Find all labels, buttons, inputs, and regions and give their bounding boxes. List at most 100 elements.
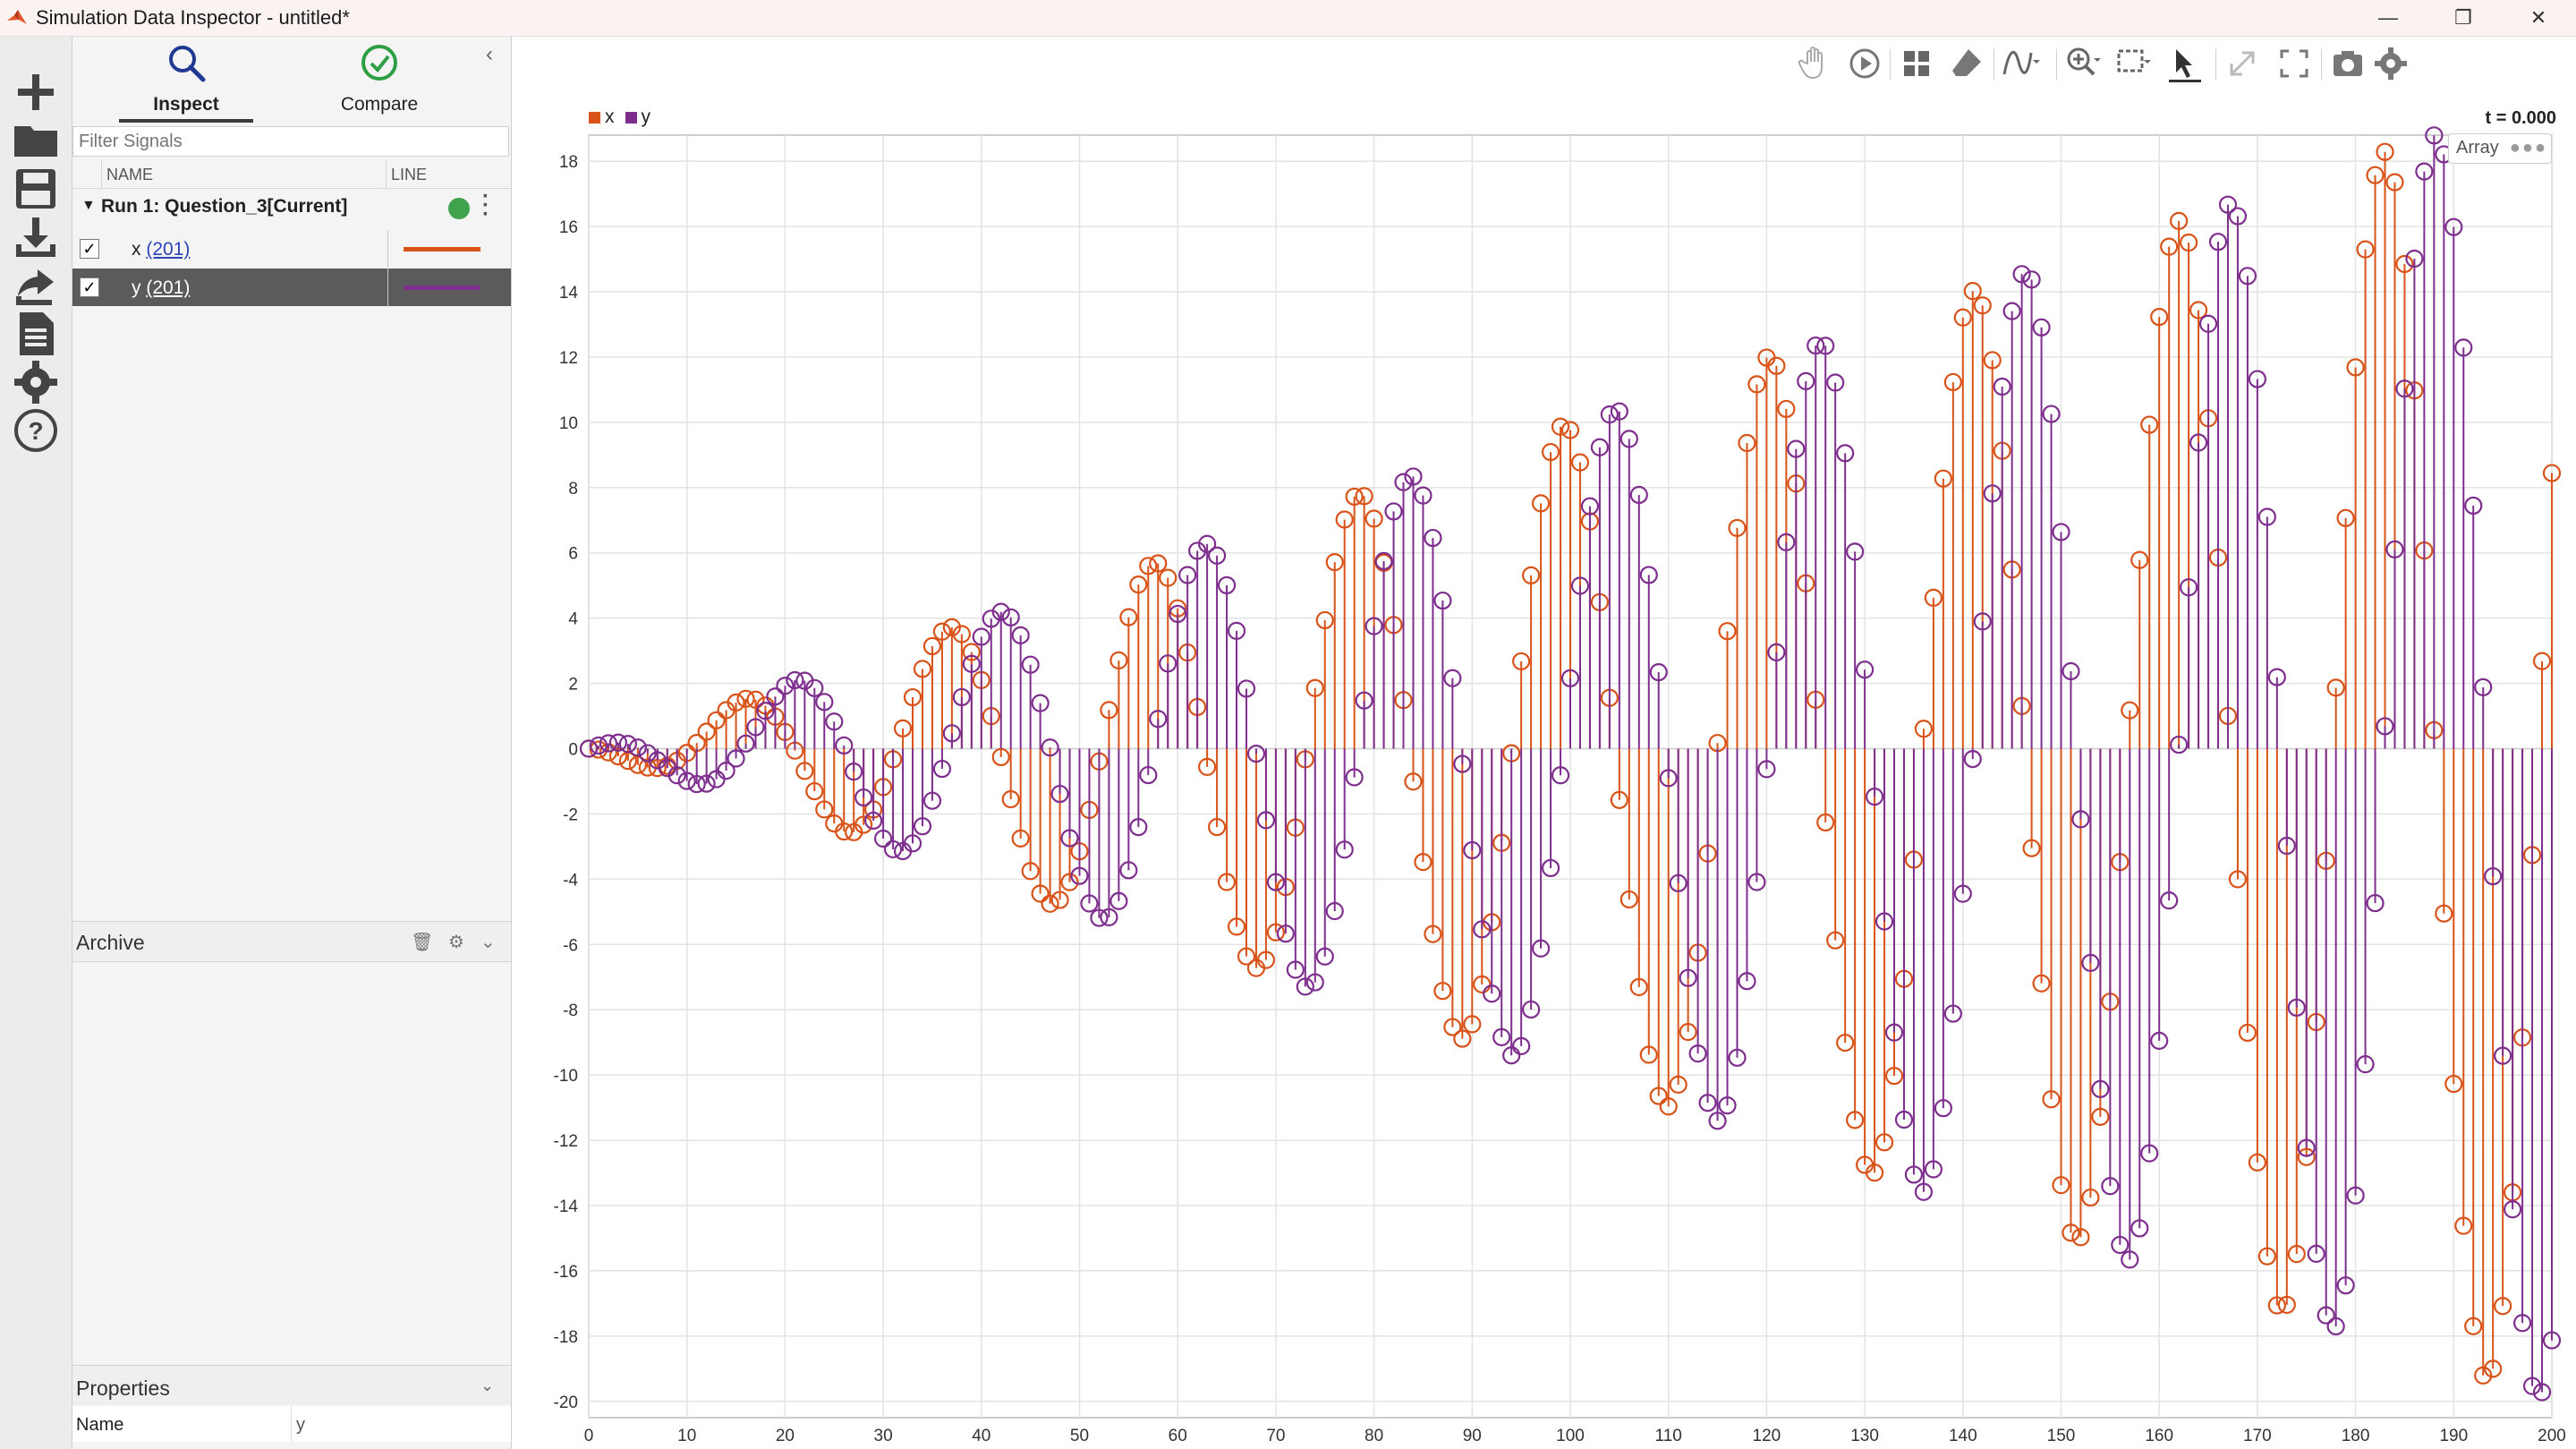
stem-marker-y[interactable] bbox=[1747, 873, 1766, 891]
stem-marker-x[interactable] bbox=[2454, 1216, 2473, 1235]
stem-marker-x[interactable] bbox=[2062, 1223, 2080, 1242]
stem-marker-y[interactable] bbox=[845, 763, 863, 781]
stem-marker-y[interactable] bbox=[2425, 126, 2444, 145]
stem-marker-y[interactable] bbox=[1296, 977, 1314, 996]
stem-marker-y[interactable] bbox=[1384, 502, 1403, 521]
column-header-name[interactable]: NAME bbox=[106, 166, 154, 183]
stem-marker-y[interactable] bbox=[952, 687, 971, 707]
stem-marker-y[interactable] bbox=[746, 718, 765, 737]
stem-marker-y[interactable] bbox=[2071, 810, 2090, 829]
stem-marker-y[interactable] bbox=[1443, 669, 1462, 687]
stem-marker-y[interactable] bbox=[2180, 578, 2198, 597]
chevron-down-icon[interactable]: ⌄ bbox=[480, 1377, 495, 1394]
stem-marker-y[interactable] bbox=[2160, 891, 2179, 910]
stem-marker-y[interactable] bbox=[1600, 405, 1619, 424]
stem-marker-x[interactable] bbox=[2385, 173, 2404, 192]
stem-marker-x[interactable] bbox=[1463, 1015, 1482, 1034]
stem-marker-y[interactable] bbox=[874, 829, 893, 848]
stem-marker-x[interactable] bbox=[1159, 568, 1177, 587]
signal-row-x[interactable]: ✓ x (201) bbox=[72, 230, 511, 268]
stem-marker-y[interactable] bbox=[1473, 920, 1492, 939]
stem-marker-x[interactable] bbox=[2277, 1295, 2296, 1315]
stem-marker-x[interactable] bbox=[2464, 1317, 2483, 1335]
stem-marker-x[interactable] bbox=[1963, 282, 1982, 301]
stem-marker-x[interactable] bbox=[1934, 469, 1952, 488]
stem-marker-x[interactable] bbox=[2180, 233, 2198, 252]
stem-marker-x[interactable] bbox=[2435, 904, 2453, 923]
stem-marker-y[interactable] bbox=[786, 670, 804, 690]
stem-marker-x[interactable] bbox=[913, 660, 932, 678]
stem-marker-x[interactable] bbox=[1041, 894, 1059, 913]
stem-marker-y[interactable] bbox=[667, 766, 686, 785]
stem-marker-y[interactable] bbox=[854, 788, 873, 807]
stem-marker-y[interactable] bbox=[2198, 314, 2218, 333]
stem-marker-y[interactable] bbox=[2012, 265, 2031, 284]
stem-marker-x[interactable] bbox=[1237, 947, 1256, 966]
stem-marker-y[interactable] bbox=[1109, 891, 1128, 910]
stem-marker-y[interactable] bbox=[2052, 523, 2070, 541]
stem-marker-y[interactable] bbox=[1315, 947, 1334, 966]
expand-diagonal-icon[interactable] bbox=[2223, 44, 2262, 83]
save-button[interactable] bbox=[7, 160, 64, 217]
report-button[interactable] bbox=[7, 305, 64, 362]
stem-marker-y[interactable] bbox=[2130, 1219, 2149, 1238]
stem-marker-y[interactable] bbox=[2032, 318, 2051, 337]
stem-marker-y[interactable] bbox=[1512, 1036, 1531, 1055]
run-row[interactable]: ▼ Run 1: Question_3[Current] · · · bbox=[72, 186, 511, 226]
stem-marker-x[interactable] bbox=[903, 687, 922, 707]
stem-marker-x[interactable] bbox=[1031, 884, 1050, 903]
stem-marker-y[interactable] bbox=[1953, 884, 1972, 903]
stem-marker-y[interactable] bbox=[1629, 485, 1648, 505]
stem-marker-y[interactable] bbox=[2336, 1276, 2355, 1295]
stem-marker-y[interactable] bbox=[766, 687, 785, 706]
stem-marker-x[interactable] bbox=[707, 711, 726, 729]
stem-marker-y[interactable] bbox=[2326, 1317, 2345, 1336]
stem-marker-y[interactable] bbox=[1404, 467, 1423, 486]
stem-marker-y[interactable] bbox=[2395, 379, 2414, 398]
stem-marker-y[interactable] bbox=[2002, 302, 2021, 320]
stem-marker-y[interactable] bbox=[1463, 840, 1482, 860]
stem-marker-x[interactable] bbox=[1747, 375, 1766, 394]
stem-marker-x[interactable] bbox=[1865, 1163, 1884, 1182]
stem-marker-y[interactable] bbox=[1050, 784, 1069, 804]
stem-marker-y[interactable] bbox=[1325, 901, 1344, 921]
stem-marker-y[interactable] bbox=[2248, 370, 2267, 388]
stem-marker-y[interactable] bbox=[2356, 1055, 2375, 1074]
stem-marker-x[interactable] bbox=[1541, 442, 1560, 462]
stem-marker-y[interactable] bbox=[815, 693, 834, 712]
stem-marker-x[interactable] bbox=[2130, 550, 2149, 569]
stem-marker-x[interactable] bbox=[1021, 862, 1040, 881]
stem-marker-y[interactable] bbox=[1570, 576, 1590, 595]
stem-marker-y[interactable] bbox=[1178, 566, 1197, 584]
stem-marker-y[interactable] bbox=[972, 627, 990, 646]
stem-marker-x[interactable] bbox=[746, 690, 765, 709]
stem-marker-x[interactable] bbox=[2267, 1296, 2286, 1315]
stem-marker-y[interactable] bbox=[1610, 402, 1628, 421]
stem-marker-y[interactable] bbox=[2504, 1200, 2522, 1219]
stem-marker-y[interactable] bbox=[1787, 439, 1806, 458]
stem-marker-y[interactable] bbox=[1698, 1094, 1717, 1112]
array-view-button[interactable]: Array ●●● bbox=[2448, 133, 2552, 164]
stem-marker-y[interactable] bbox=[1580, 497, 1600, 516]
stem-marker-x[interactable] bbox=[2395, 254, 2414, 274]
stem-marker-y[interactable] bbox=[2532, 1383, 2552, 1402]
stem-marker-x[interactable] bbox=[835, 822, 854, 841]
stem-marker-x[interactable] bbox=[2356, 240, 2375, 259]
settings-gear-icon[interactable] bbox=[2371, 44, 2410, 83]
stem-marker-x[interactable] bbox=[2376, 142, 2394, 161]
stem-marker-x[interactable] bbox=[1767, 356, 1786, 375]
stem-marker-y[interactable] bbox=[2474, 678, 2493, 696]
stem-marker-x[interactable] bbox=[1531, 494, 1551, 513]
stem-marker-y[interactable] bbox=[1424, 528, 1442, 548]
stem-marker-y[interactable] bbox=[1433, 591, 1452, 610]
stem-marker-y[interactable] bbox=[1227, 621, 1246, 640]
stem-marker-y[interactable] bbox=[1797, 371, 1815, 390]
stem-marker-x[interactable] bbox=[2150, 307, 2169, 327]
stem-marker-y[interactable] bbox=[2405, 249, 2424, 268]
stem-marker-x[interactable] bbox=[922, 636, 942, 656]
stem-marker-x[interactable] bbox=[1551, 417, 1570, 436]
stem-marker-y[interactable] bbox=[1207, 546, 1227, 565]
stem-marker-x[interactable] bbox=[1679, 1022, 1697, 1042]
stem-marker-y[interactable] bbox=[1973, 612, 1992, 631]
stem-marker-y[interactable] bbox=[579, 739, 599, 758]
